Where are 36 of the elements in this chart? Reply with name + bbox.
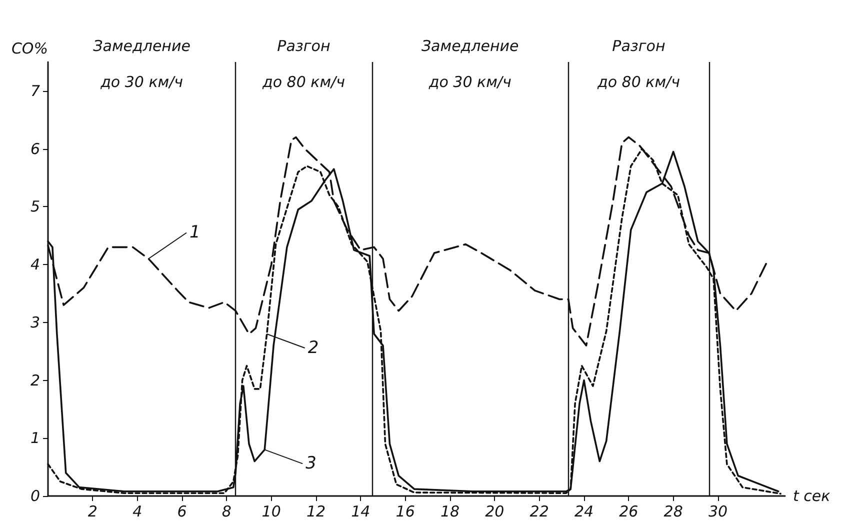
y-tick-label: 2 — [30, 371, 40, 390]
x-axis-title: t сек — [793, 487, 830, 505]
x-tick-label: 22 — [530, 502, 549, 520]
annotation: до 80 км/ч — [261, 73, 346, 91]
text: Разгон — [612, 37, 666, 55]
x-tick-label: 28 — [664, 502, 683, 520]
annotation: 2 — [308, 338, 319, 358]
annotation: до 80 км/ч — [596, 73, 680, 91]
x-tick-label: 26 — [619, 502, 638, 520]
annotation: до 30 км/ч — [100, 73, 184, 91]
x-tick-label: 24 — [574, 502, 594, 520]
y-tick-label: 1 — [30, 429, 40, 448]
y-tick-label: 0 — [30, 487, 40, 505]
y-tick-label: 3 — [30, 313, 40, 332]
x-tick-label: 2 — [88, 502, 98, 520]
annotation: до 30 км/ч — [428, 73, 512, 91]
x-tick-label: 10 — [262, 502, 281, 520]
y-tick-label: 7 — [30, 82, 40, 100]
y-tick-label: 4 — [30, 256, 40, 274]
y-tick-label: 5 — [30, 198, 40, 216]
x-tick-label: 14 — [351, 502, 370, 520]
x-tick-label: 16 — [396, 502, 415, 520]
y-axis-title: CO% — [11, 40, 48, 58]
annotation: 3 — [306, 454, 316, 474]
annotation: 1 — [190, 222, 200, 243]
x-tick-label: 30 — [708, 502, 728, 520]
x-tick-label: 6 — [177, 502, 187, 520]
text: Замедление — [93, 37, 190, 55]
x-tick-label: 12 — [306, 502, 326, 520]
text: Разгон — [277, 37, 330, 55]
text: Замедление — [421, 37, 519, 55]
x-tick-label: 8 — [222, 502, 232, 520]
y-tick-label: 6 — [30, 140, 40, 158]
x-tick-label: 4 — [132, 502, 142, 520]
x-tick-label: 18 — [440, 502, 460, 520]
x-tick-label: 20 — [485, 502, 504, 520]
